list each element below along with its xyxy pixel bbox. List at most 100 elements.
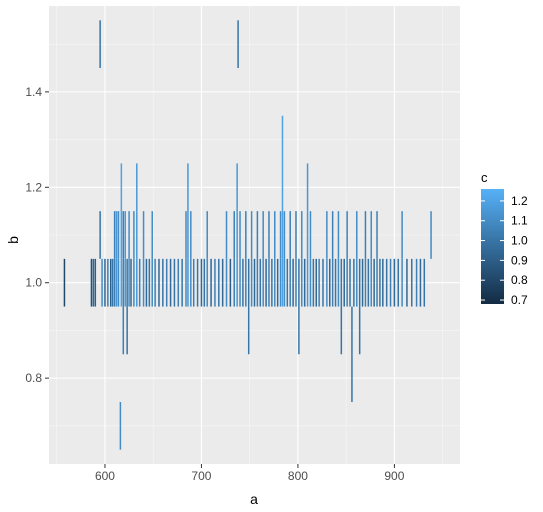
tile [364,258,367,307]
tile [274,258,276,307]
tile [306,163,309,212]
y-tick-label: 1.4 [25,85,42,99]
tile [247,258,250,307]
tile [221,258,224,307]
tile [119,401,122,450]
tile [326,211,328,259]
tile [326,258,328,307]
legend-label: 1.1 [511,214,528,228]
x-tick-label: 900 [384,469,404,483]
tile [122,258,125,307]
tile [351,354,353,402]
tile [158,258,160,307]
tile [281,163,284,212]
tile [318,258,320,307]
tile [165,258,168,307]
tile [250,258,253,307]
tile [256,211,259,259]
tile [393,258,396,307]
tile [138,258,141,307]
tile [142,258,145,307]
y-axis-title: b [5,236,21,244]
tile [370,211,372,259]
tile [358,306,361,355]
tile [203,258,206,307]
tile [279,211,282,259]
tile [274,211,276,259]
tile [295,211,297,259]
tile [356,258,358,307]
tile [142,211,145,259]
legend-label: 0.8 [511,273,528,287]
tile [136,163,138,212]
tile [115,258,118,307]
tile [329,258,331,307]
tile [225,258,228,307]
tile [309,258,312,307]
x-tick-label: 600 [95,469,115,483]
tile [92,258,95,307]
tile [276,258,279,307]
tile [94,258,97,307]
tile [346,211,348,259]
tile [253,258,256,307]
tile [286,258,289,307]
tile [239,211,241,259]
tile [289,211,291,259]
tile [113,258,116,307]
legend-label: 0.7 [511,293,528,307]
tile [99,20,101,69]
tile [301,211,303,259]
minor-gridlines [49,6,460,464]
tile [187,211,189,259]
tile [229,258,232,307]
tile [346,258,348,307]
tile [283,211,286,259]
tile [90,258,93,307]
tile [265,258,267,307]
tile [218,258,220,307]
tile [343,258,345,307]
tile [225,211,228,259]
tile [115,211,118,259]
tile [256,258,259,307]
tile [298,258,300,307]
tile [99,211,101,259]
tile [361,258,364,307]
tile [247,306,250,355]
tile [236,163,238,212]
x-tick-label: 700 [191,469,211,483]
legend-colorbar [481,189,504,304]
tile [107,258,109,307]
tile [181,258,183,307]
tile [271,258,273,307]
y-tick-label: 0.8 [25,371,42,385]
tile [376,258,378,307]
tile [312,258,315,307]
tile [331,211,334,259]
x-tick-label: 800 [288,469,308,483]
tile [130,258,132,307]
tile [250,211,253,259]
tile [301,258,303,307]
tile [268,258,270,307]
tile [306,211,309,259]
tile [104,258,106,307]
tile [382,258,384,307]
major-gridlines [49,6,460,464]
tile [101,258,103,307]
tile [411,258,413,307]
tile [334,258,337,307]
tile [423,258,426,307]
tile [262,258,264,307]
tile [206,258,208,307]
tile [187,163,189,212]
tile [190,258,192,307]
tile [303,258,306,307]
tile [295,258,297,307]
tile [401,211,403,259]
tile [340,258,343,307]
tile [239,258,241,307]
tile [385,258,388,307]
